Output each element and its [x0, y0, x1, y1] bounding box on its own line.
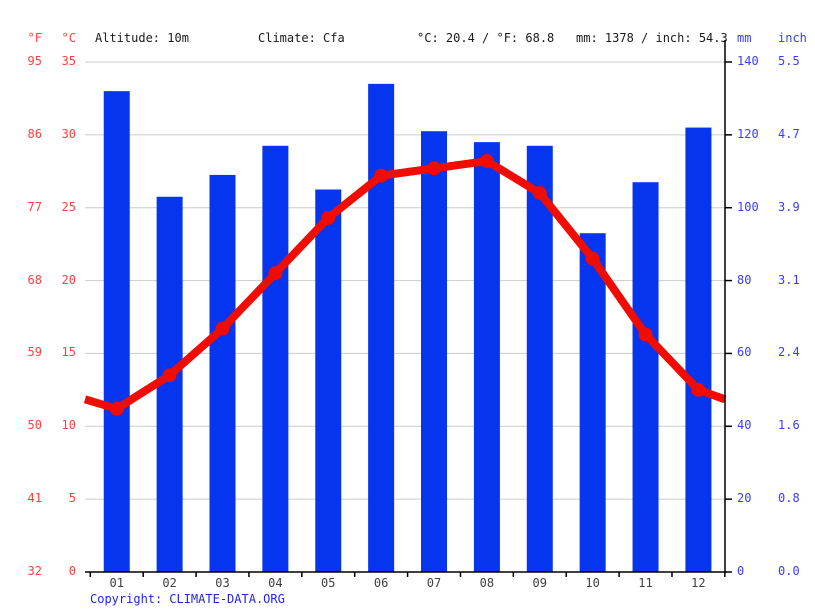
month-label: 09 [532, 576, 547, 590]
mm-tick-label: 20 [737, 491, 752, 506]
precipitation-bar [632, 182, 659, 572]
fahrenheit-tick-label: 41 [27, 491, 42, 506]
fahrenheit-tick-label: 68 [27, 272, 42, 287]
fahrenheit-tick-label: 77 [27, 199, 42, 214]
temperature-point [427, 161, 442, 176]
precipitation-bar [315, 189, 342, 572]
celsius-tick-label: 15 [61, 345, 76, 360]
precipitation-bar [473, 142, 500, 572]
month-label: 03 [215, 576, 230, 590]
fahrenheit-tick-label: 59 [27, 345, 42, 360]
climate-data-link[interactable]: CLIMATE-DATA.ORG [169, 592, 285, 606]
month-label: 04 [268, 576, 283, 590]
celsius-tick-label: 10 [61, 418, 76, 433]
temperature-point [162, 368, 177, 383]
temperature-point [321, 210, 336, 225]
precipitation-bar [368, 83, 395, 572]
mm-tick-label: 40 [737, 418, 752, 433]
copyright-label: Copyright: [90, 592, 163, 606]
month-label: 08 [479, 576, 495, 590]
celsius-tick-label: 35 [61, 54, 76, 68]
fahrenheit-tick-label: 95 [27, 54, 42, 68]
temperature-line [83, 157, 727, 413]
temperature-point [109, 401, 124, 416]
month-label: 07 [426, 576, 442, 590]
inch-axis-title: inch [778, 31, 807, 45]
fahrenheit-tick-label: 50 [27, 418, 42, 433]
precipitation-bar [526, 145, 553, 573]
precipitation-bar [685, 127, 712, 573]
temperature-point [268, 266, 283, 281]
celsius-axis-title: °C [61, 31, 76, 45]
precipitation-bar [579, 233, 606, 572]
month-label: 12 [691, 576, 706, 590]
inch-tick-label: 0.8 [778, 491, 800, 506]
fahrenheit-tick-label: 32 [27, 564, 42, 578]
temperature-point [638, 327, 653, 342]
temperature-point [585, 251, 600, 266]
month-label: 11 [638, 576, 653, 590]
inch-tick-label: 0.0 [778, 564, 800, 578]
mm-tick-label: 140 [737, 54, 759, 68]
fahrenheit-axis-title: °F [27, 31, 42, 45]
mm-tick-label: 120 [737, 126, 759, 141]
temperature-point [479, 154, 494, 169]
copyright: Copyright: CLIMATE-DATA.ORG [90, 592, 285, 606]
precipitation-summary: mm: 1378 / inch: 54.3 [576, 31, 728, 45]
month-label: 06 [373, 576, 389, 590]
temperature-summary: °C: 20.4 / °F: 68.8 [417, 31, 555, 45]
mm-axis-title: mm [737, 31, 752, 45]
inch-tick-label: 1.6 [778, 418, 800, 433]
inch-tick-label: 5.5 [778, 54, 800, 68]
month-label: 10 [585, 576, 600, 590]
celsius-tick-label: 20 [61, 272, 76, 287]
temperature-point [374, 168, 389, 183]
celsius-tick-label: 5 [68, 491, 76, 506]
inch-tick-label: 3.1 [778, 272, 800, 287]
precipitation-bar [209, 174, 236, 572]
climate-label: Climate: Cfa [258, 31, 345, 45]
altitude-label: Altitude: 10m [95, 31, 189, 45]
celsius-tick-label: 0 [68, 564, 76, 578]
precipitation-bar [103, 91, 130, 573]
mm-tick-label: 0 [737, 564, 745, 578]
precipitation-bar [262, 145, 289, 573]
mm-tick-label: 80 [737, 272, 752, 287]
temperature-point [532, 186, 547, 201]
celsius-tick-label: 30 [61, 126, 76, 141]
month-label: 02 [162, 576, 177, 590]
month-label: 01 [109, 576, 124, 590]
temperature-point [215, 321, 230, 336]
inch-tick-label: 4.7 [778, 126, 800, 141]
temperature-point [691, 382, 706, 397]
month-label: 05 [321, 576, 336, 590]
inch-tick-label: 3.9 [778, 199, 800, 214]
celsius-tick-label: 25 [61, 199, 76, 214]
precipitation-bar [421, 131, 448, 572]
inch-tick-label: 2.4 [778, 345, 800, 360]
fahrenheit-tick-label: 86 [27, 126, 42, 141]
mm-tick-label: 60 [737, 345, 752, 360]
mm-tick-label: 100 [737, 199, 759, 214]
